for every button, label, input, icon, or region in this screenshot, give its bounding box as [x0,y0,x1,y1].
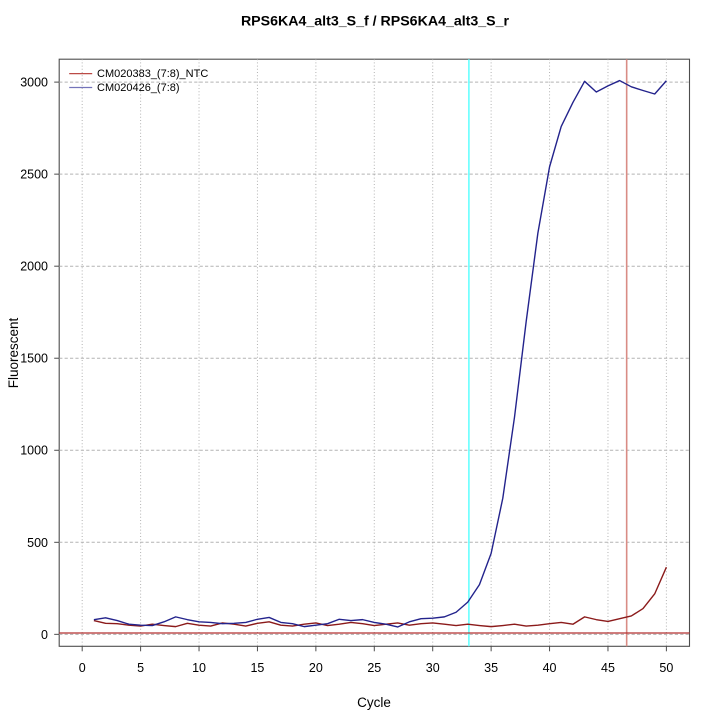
svg-text:10: 10 [192,661,206,675]
svg-text:CM020426_(7:8): CM020426_(7:8) [97,82,180,94]
svg-text:20: 20 [309,661,323,675]
svg-text:15: 15 [250,661,264,675]
svg-text:0: 0 [41,628,48,642]
svg-text:3000: 3000 [20,76,48,90]
svg-text:2500: 2500 [20,168,48,182]
svg-text:40: 40 [543,661,557,675]
svg-text:5: 5 [137,661,144,675]
svg-text:30: 30 [426,661,440,675]
svg-text:CM020383_(7:8)_NTC: CM020383_(7:8)_NTC [97,68,208,80]
svg-text:2000: 2000 [20,260,48,274]
svg-text:1000: 1000 [20,444,48,458]
svg-text:Fluorescent: Fluorescent [6,317,21,388]
svg-text:RPS6KA4_alt3_S_f / RPS6KA4_alt: RPS6KA4_alt3_S_f / RPS6KA4_alt3_S_r [241,14,510,30]
svg-text:25: 25 [367,661,381,675]
svg-text:45: 45 [601,661,615,675]
svg-text:1500: 1500 [20,352,48,366]
svg-text:Cycle: Cycle [357,695,391,710]
svg-text:500: 500 [27,536,48,550]
svg-text:50: 50 [659,661,673,675]
svg-text:0: 0 [79,661,86,675]
svg-text:35: 35 [484,661,498,675]
